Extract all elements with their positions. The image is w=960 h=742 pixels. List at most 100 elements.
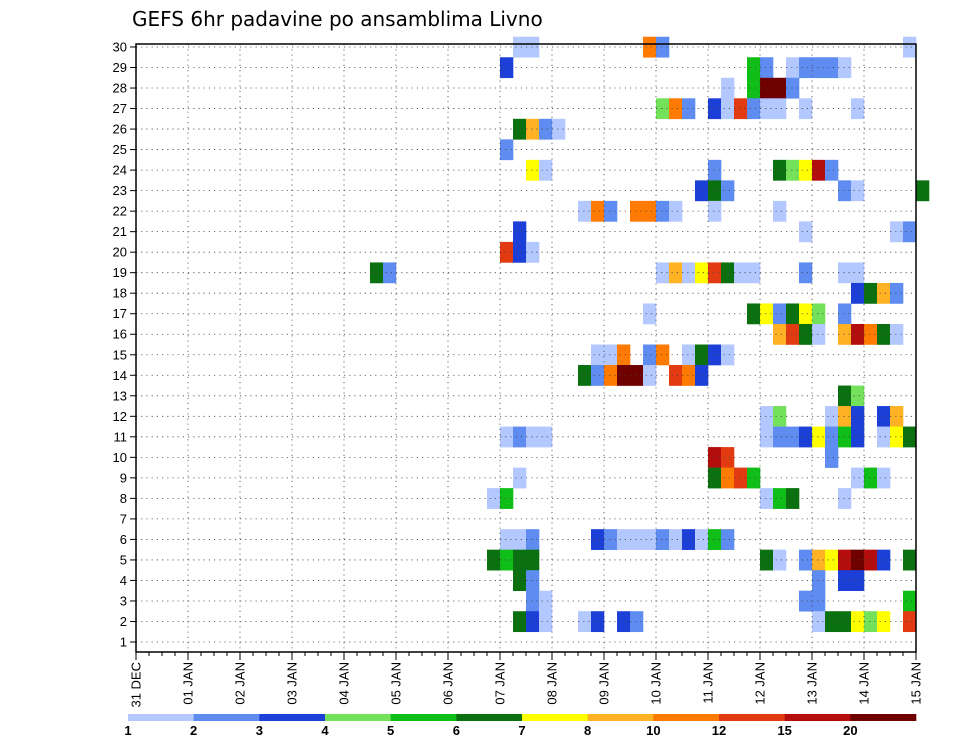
precip-cell: [825, 406, 839, 427]
precip-cell: [617, 344, 631, 366]
precip-cell: [799, 323, 813, 345]
precip-cell: [773, 77, 787, 99]
precip-cell: [773, 323, 787, 345]
precip-cell: [617, 365, 631, 386]
precip-cell: [526, 241, 540, 263]
precip-cell: [721, 447, 735, 468]
y-tick-label: 18: [113, 286, 127, 301]
precip-cell: [838, 323, 852, 345]
precip-cell: [890, 221, 904, 243]
precip-cell: [864, 323, 878, 345]
precip-cell: [721, 344, 735, 366]
precip-cell: [851, 180, 865, 202]
y-tick-label: 1: [120, 635, 127, 650]
precip-cell: [838, 262, 852, 284]
precip-cell: [695, 344, 709, 366]
y-tick-label: 23: [113, 183, 127, 198]
precip-cell: [890, 323, 904, 345]
precip-cell: [747, 77, 761, 99]
x-tick-label: 11 JAN: [701, 662, 716, 704]
colorbar-swatch: [259, 714, 326, 721]
precip-cell: [851, 385, 865, 407]
precip-cell: [825, 159, 839, 181]
y-tick-label: 6: [120, 532, 127, 547]
precip-cell: [656, 344, 670, 366]
x-tick-label: 15 JAN: [909, 662, 924, 705]
precip-cell: [656, 262, 670, 284]
precip-cell: [500, 139, 514, 161]
y-tick-label: 5: [120, 552, 127, 567]
precip-cell: [877, 426, 891, 448]
precip-cell: [825, 447, 839, 468]
precip-cell: [383, 262, 397, 284]
y-tick-label: 19: [113, 265, 127, 280]
precip-cell: [903, 426, 917, 448]
precip-cell: [786, 77, 800, 99]
precip-cell: [708, 344, 722, 366]
y-tick-label: 24: [113, 163, 127, 178]
precip-cell: [630, 529, 644, 550]
y-tick-label: 3: [120, 593, 127, 608]
precip-cell: [773, 488, 787, 509]
precip-cell: [669, 98, 683, 120]
precip-cell: [799, 590, 813, 612]
y-tick-label: 13: [113, 388, 127, 403]
precip-cell: [747, 467, 761, 489]
precip-cell: [487, 549, 501, 571]
precip-cell: [786, 159, 800, 181]
precip-cell: [851, 98, 865, 120]
precip-cell: [526, 611, 540, 633]
colorbar-swatch: [128, 714, 194, 721]
x-tick-label: 09 JAN: [597, 662, 612, 705]
precip-cell: [526, 549, 540, 571]
precip-cell: [877, 282, 891, 304]
precip-cell: [773, 200, 787, 222]
colorbar-label: 7: [518, 723, 525, 738]
colorbar-label: 6: [453, 723, 460, 738]
x-tick-label: 05 JAN: [389, 662, 404, 705]
precip-cell: [591, 611, 605, 633]
precip-cell: [747, 98, 761, 120]
precip-cell: [786, 426, 800, 448]
precip-cell: [617, 611, 631, 633]
precip-cell: [877, 406, 891, 427]
colorbar-label: 4: [321, 723, 329, 738]
precip-cell: [656, 36, 670, 58]
precip-cell: [643, 529, 657, 550]
precip-cell: [708, 98, 722, 120]
y-tick-label: 30: [113, 40, 127, 55]
precip-cell: [864, 282, 878, 304]
precip-cell: [682, 344, 696, 366]
colorbar-label: 15: [777, 723, 791, 738]
precip-cell: [682, 262, 696, 284]
colorbar-label: 12: [712, 723, 726, 738]
precip-cell: [539, 426, 553, 448]
precip-cell: [760, 57, 774, 79]
precip-cell: [578, 200, 592, 222]
precip-cell: [721, 467, 735, 489]
precip-cell: [786, 488, 800, 509]
y-tick-label: 28: [113, 81, 127, 96]
precip-cell: [812, 57, 826, 79]
precip-cell: [604, 529, 618, 550]
y-tick-label: 26: [113, 122, 127, 137]
precip-cell: [838, 426, 852, 448]
x-tick-label: 31 DEC: [129, 662, 144, 708]
precip-cell: [903, 36, 917, 58]
x-tick-label: 10 JAN: [649, 662, 664, 705]
precip-cell: [526, 426, 540, 448]
x-tick-label: 14 JAN: [857, 662, 872, 705]
precip-cell: [747, 262, 761, 284]
precip-cell: [370, 262, 384, 284]
precip-cell: [578, 611, 592, 633]
precip-cell: [708, 159, 722, 181]
x-tick-label: 02 JAN: [233, 662, 248, 705]
precip-cell: [721, 77, 735, 99]
precip-cell: [734, 262, 748, 284]
colorbar-label: 10: [646, 723, 660, 738]
precip-cell: [734, 467, 748, 489]
precip-cell: [773, 98, 787, 120]
precip-cell: [851, 282, 865, 304]
precip-cell: [825, 549, 839, 571]
